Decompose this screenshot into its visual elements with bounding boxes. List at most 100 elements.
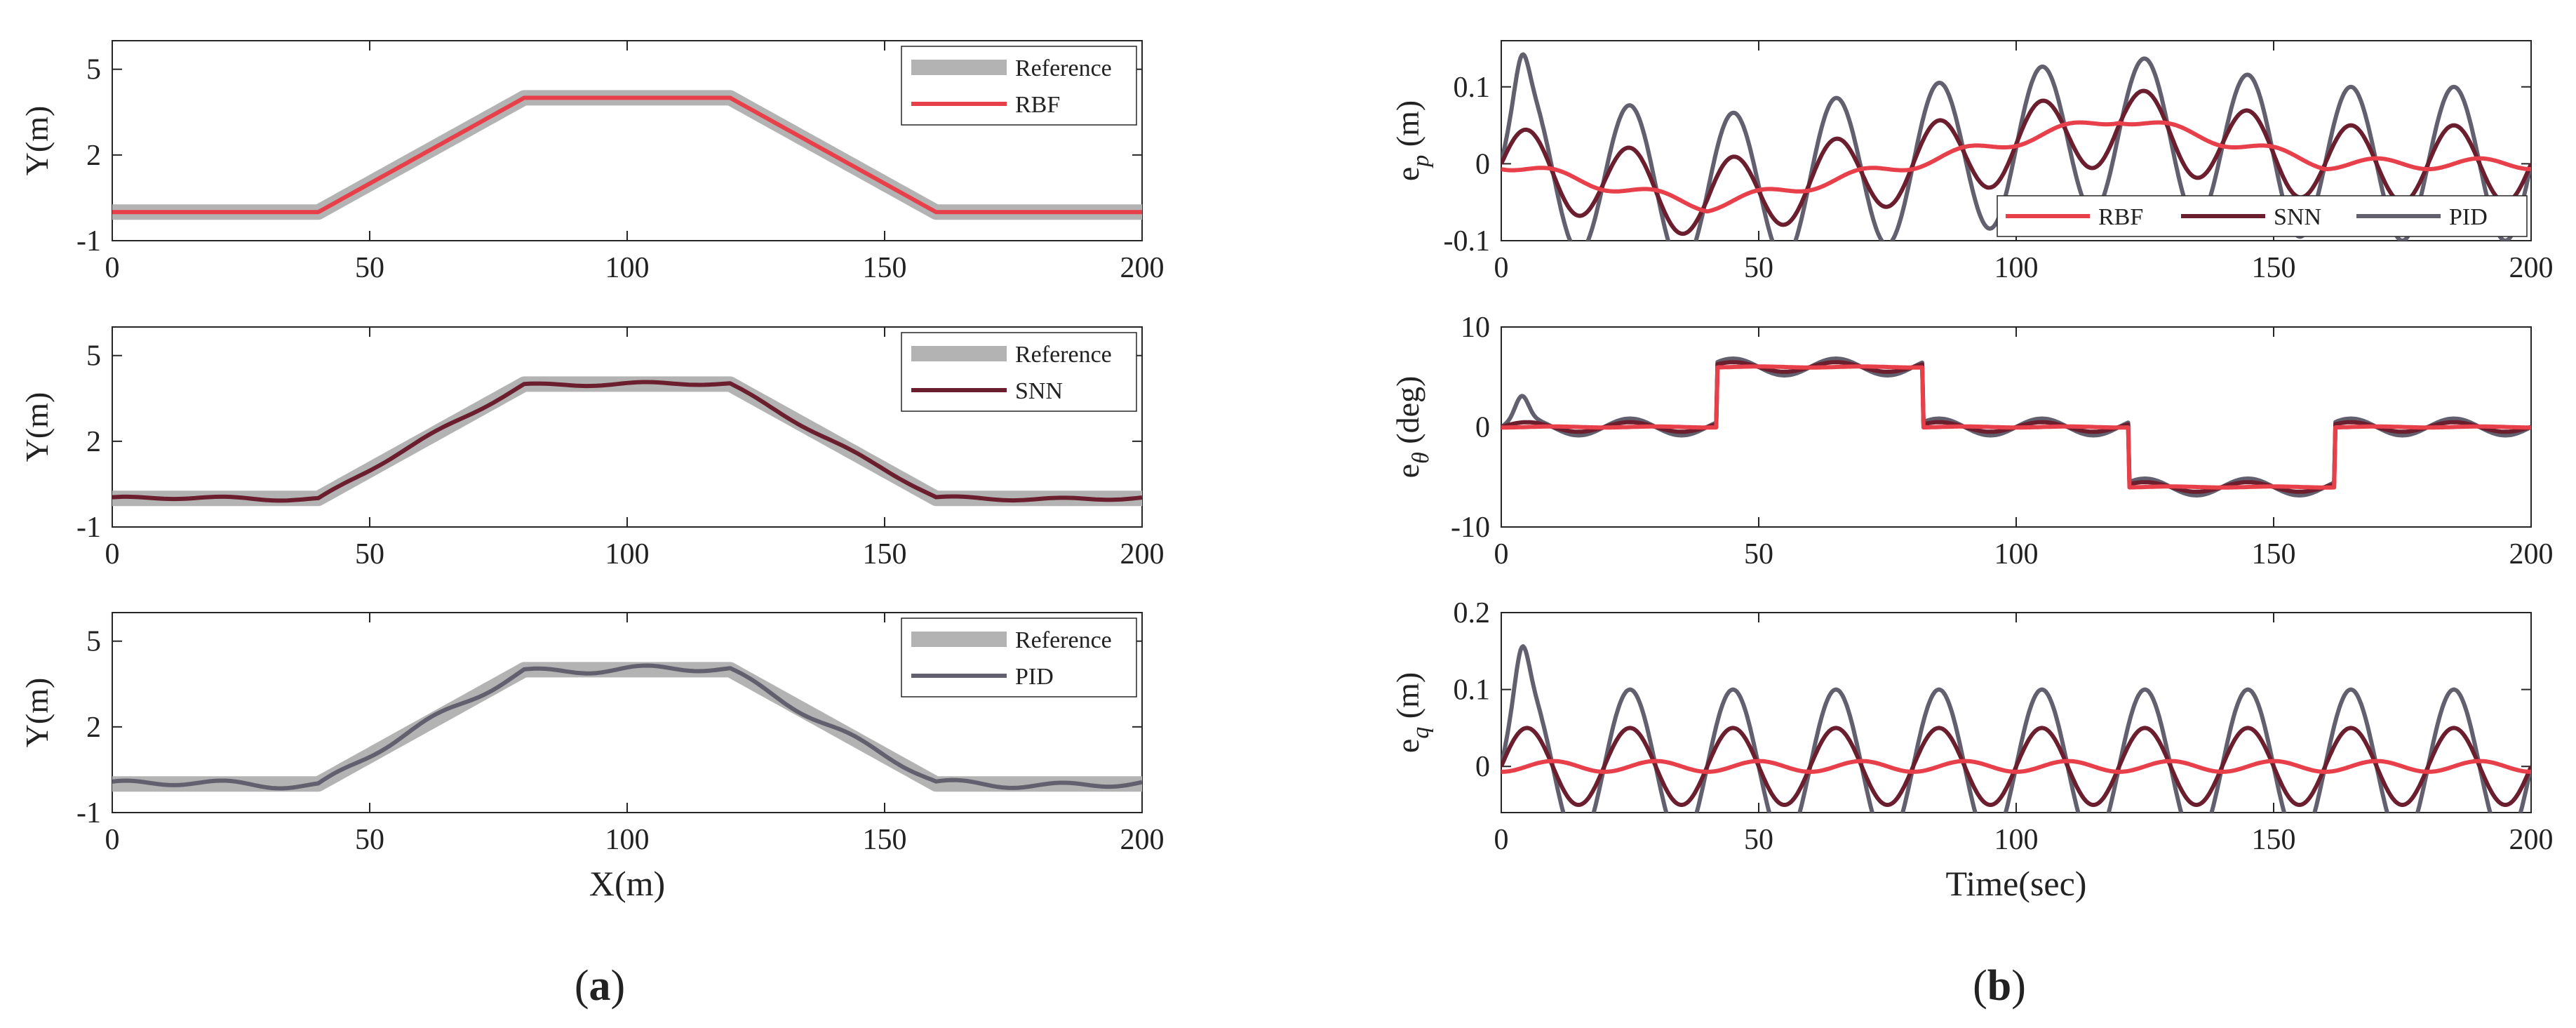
y-tick-label: 2 — [86, 712, 101, 744]
x-tick-label: 200 — [1120, 538, 1165, 570]
legend-label-rbf: RBF — [1015, 92, 1060, 118]
x-tick-label: 100 — [605, 538, 650, 570]
y-tick-label: 2 — [86, 426, 101, 458]
series-group — [112, 376, 1142, 507]
x-tick-label: 100 — [1994, 538, 2039, 570]
x-tick-label: 200 — [1120, 824, 1165, 856]
y-tick-label: 0.2 — [1454, 597, 1491, 629]
legend-box — [901, 332, 1137, 412]
y-axis-label: Y(m) — [19, 106, 55, 176]
y-axis-label-unit: (m) — [1390, 100, 1425, 155]
y-tick-label: -10 — [1451, 512, 1490, 544]
x-tick-label: 100 — [1994, 824, 2039, 856]
x-tick-label: 50 — [355, 538, 384, 570]
y-tick-label: 0.1 — [1454, 72, 1491, 104]
chart-b3: 0 50 100 150 200 0 0.1 0.2 eq (m) Time(sec) — [1390, 597, 2554, 903]
x-tick-label: 200 — [2509, 538, 2554, 570]
y-tick-label: 5 — [86, 340, 101, 373]
series-line-snn — [1501, 726, 2531, 807]
x-axis-label: Time(sec) — [1946, 864, 2087, 903]
x-tick-label: 0 — [1494, 252, 1509, 284]
series-line-rbf — [112, 95, 1142, 215]
series-line-pid — [112, 663, 1142, 791]
legend: Reference RBF — [901, 46, 1137, 126]
y-tick-label: -0.1 — [1444, 225, 1491, 258]
x-tick-label: 150 — [863, 252, 907, 284]
y-axis-label: eq (m) — [1390, 672, 1434, 753]
legend-label-reference: Reference — [1015, 55, 1112, 81]
x-tick-label: 150 — [2252, 824, 2296, 856]
y-axis-label: Y(m) — [19, 678, 55, 748]
legend: Reference SNN — [901, 332, 1137, 412]
y-axis-label-sub: q — [1408, 727, 1434, 739]
x-tick-label: 50 — [1744, 538, 1773, 570]
y-tick-label: 10 — [1461, 312, 1490, 344]
x-axis-label: X(m) — [589, 864, 665, 903]
x-tick-label: 200 — [2509, 252, 2554, 284]
legend-label-pid: PID — [1015, 664, 1054, 690]
series-group — [1501, 356, 2531, 498]
chart-a3: 0 50 100 150 200 -1 2 5 Y(m) X(m) Reference PID — [19, 612, 1165, 903]
x-tick-label: 50 — [355, 824, 384, 856]
y-axis-label: eθ (deg) — [1390, 376, 1434, 479]
y-axis-label-main: e — [1390, 739, 1425, 753]
x-tick-label: 150 — [863, 824, 907, 856]
x-tick-label: 50 — [1744, 824, 1773, 856]
series-line-snn — [112, 380, 1142, 503]
series-line-rbf — [1501, 759, 2531, 774]
x-tick-label: 0 — [105, 538, 120, 570]
legend-box — [901, 46, 1137, 126]
series-line-reference — [112, 662, 1142, 792]
legend-label-rbf: RBF — [2098, 204, 2143, 230]
legend: RBF SNN PID — [1997, 195, 2528, 237]
chart-a1: 0 50 100 150 200 -1 2 5 Y(m) Reference RBF — [19, 40, 1165, 284]
x-tick-label: 150 — [2252, 252, 2296, 284]
y-tick-label: 0 — [1475, 751, 1490, 783]
x-tick-label: 0 — [1494, 824, 1509, 856]
x-tick-label: 0 — [1494, 538, 1509, 570]
y-axis-label-main: e — [1390, 464, 1425, 478]
series-group — [112, 662, 1142, 792]
y-axis-label: Y(m) — [19, 392, 55, 462]
series-line-rbf — [1501, 120, 2531, 214]
x-tick-label: 150 — [863, 538, 907, 570]
legend-label-reference: Reference — [1015, 342, 1112, 368]
x-tick-label: 50 — [355, 252, 384, 284]
series-group — [1501, 52, 2531, 241]
x-tick-label: 150 — [2252, 538, 2296, 570]
x-tick-label: 50 — [1744, 252, 1773, 284]
legend-box — [901, 618, 1137, 697]
y-tick-label: 0 — [1475, 412, 1490, 444]
series-line-rbf — [1501, 364, 2531, 490]
panel-label-b: (b) — [1973, 962, 2026, 1010]
x-tick-label: 100 — [605, 252, 650, 284]
series-group — [112, 90, 1142, 220]
chart-a2: 0 50 100 150 200 -1 2 5 Y(m) Reference SNN — [19, 326, 1165, 570]
legend-label-reference: Reference — [1015, 627, 1112, 653]
series-group — [1501, 644, 2531, 813]
y-tick-label: 2 — [86, 140, 101, 172]
x-tick-label: 200 — [1120, 252, 1165, 284]
y-tick-label: -1 — [76, 797, 101, 829]
x-tick-label: 100 — [1994, 252, 2039, 284]
y-axis-label: ep (m) — [1390, 100, 1434, 181]
chart-b1: 0 50 100 150 200-0.100.1ep (m)RBF SNN PID — [1390, 40, 2554, 284]
x-tick-label: 0 — [105, 824, 120, 856]
legend-label-snn: SNN — [1015, 378, 1063, 404]
y-tick-label: -1 — [76, 512, 101, 544]
legend: Reference PID — [901, 618, 1137, 697]
y-tick-label: 5 — [86, 626, 101, 658]
y-axis-label-unit: (m) — [1390, 672, 1425, 727]
y-axis-label-sub: p — [1408, 155, 1434, 168]
y-tick-label: 5 — [86, 54, 101, 86]
x-tick-label: 0 — [105, 252, 120, 284]
y-tick-label: -1 — [76, 225, 101, 258]
y-axis-label-main: e — [1390, 167, 1425, 181]
y-tick-label: 0.1 — [1454, 674, 1491, 707]
plot-area — [1501, 612, 2532, 813]
legend-label-pid: PID — [2449, 204, 2488, 230]
x-tick-label: 100 — [605, 824, 650, 856]
